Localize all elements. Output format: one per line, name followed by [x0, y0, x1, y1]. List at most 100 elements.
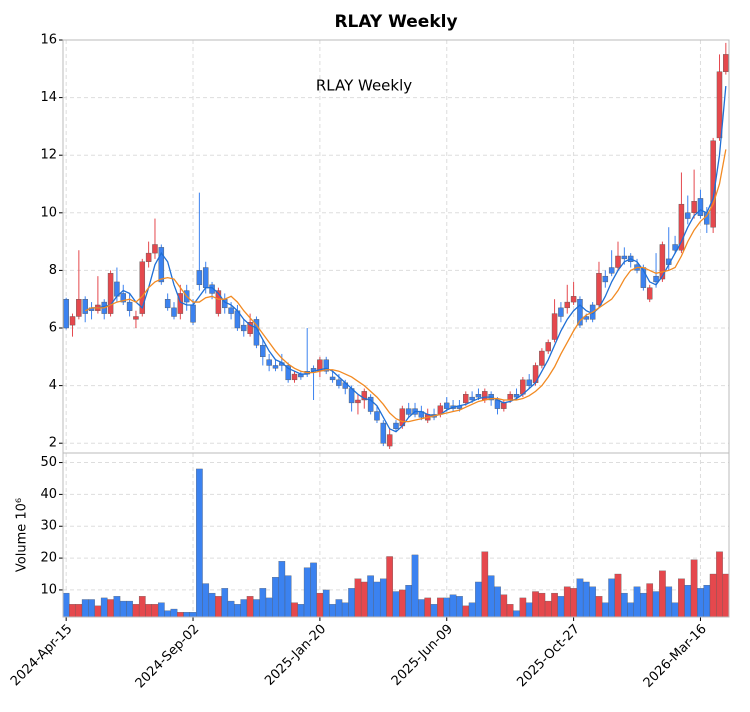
volume-bar	[411, 554, 419, 618]
moving-average	[84, 86, 727, 433]
volume-bar	[570, 588, 577, 618]
moving-average	[84, 149, 727, 423]
candle-body	[329, 376, 336, 381]
candle-body	[228, 307, 234, 314]
candle-body	[374, 411, 380, 421]
volume-bar	[303, 567, 311, 618]
volume-bar	[659, 570, 666, 618]
candle-body	[723, 54, 729, 72]
volume-bar	[189, 612, 197, 618]
volume-bar	[208, 592, 216, 618]
candle-body	[133, 316, 139, 320]
candle-body	[570, 296, 577, 303]
volume-bar	[69, 604, 76, 618]
candle-body	[545, 342, 551, 352]
volume-tick-label: 50	[40, 455, 57, 470]
candle-body	[602, 275, 609, 283]
volume-bar	[265, 597, 273, 618]
volume-bar	[608, 578, 615, 618]
volume-bar	[386, 556, 393, 618]
candle-body	[507, 394, 513, 401]
candle-body	[615, 255, 621, 268]
volume-bar	[589, 586, 596, 618]
volume-bar	[234, 604, 241, 618]
volume-bar	[690, 559, 698, 618]
candle-body	[260, 345, 266, 358]
volume-tick-label: 30	[40, 519, 57, 534]
candle-body	[475, 394, 482, 398]
x-tick-label: 2026-Mar-16	[641, 622, 710, 691]
candle-body	[444, 402, 450, 409]
volume-bar	[557, 596, 565, 618]
candle-body	[367, 396, 374, 412]
volume-bar	[418, 599, 425, 618]
candle-body	[126, 301, 133, 311]
volume-bar	[697, 588, 704, 618]
candle-body	[241, 324, 247, 332]
y-tick-label: 10	[40, 205, 57, 220]
candle-body	[653, 275, 659, 283]
candle-body	[659, 244, 666, 280]
candle-body	[266, 359, 272, 366]
volume-bar	[582, 581, 590, 618]
candle-body	[196, 270, 203, 286]
candle-body	[405, 408, 412, 415]
candle-body	[608, 267, 615, 274]
volume-bar	[196, 468, 203, 618]
candle-body	[120, 293, 126, 303]
volume-bar	[240, 599, 248, 618]
volume-bar	[525, 602, 533, 618]
candle-body	[336, 379, 342, 386]
volume-bar	[678, 578, 685, 618]
candle-body	[596, 273, 602, 306]
volume-bar	[335, 599, 343, 618]
volume-bar	[646, 583, 654, 618]
volume-bar	[113, 596, 121, 618]
volume-bar	[164, 610, 171, 618]
volume-bar	[481, 551, 489, 618]
candle-body	[139, 261, 146, 314]
chart-title: RLAY Weekly	[334, 12, 457, 32]
volume-bar	[506, 604, 514, 618]
volume-bar	[430, 604, 438, 618]
candle-body	[158, 247, 165, 283]
volume-bar	[138, 596, 146, 618]
candle-body	[291, 373, 298, 381]
volume-bar	[671, 602, 679, 618]
volume-bar	[62, 592, 70, 618]
y-tick-label: 16	[40, 33, 57, 48]
candle-body	[678, 203, 685, 251]
candle-body	[82, 299, 88, 314]
volume-bar	[354, 578, 362, 618]
volume-bar	[373, 581, 381, 618]
volume-bar	[640, 592, 647, 618]
candle-body	[685, 212, 691, 219]
volume-bar	[532, 591, 539, 618]
volume-bar	[544, 600, 552, 618]
volume-bar	[253, 599, 260, 618]
candle-body	[107, 273, 114, 314]
y-tick-label: 8	[49, 263, 57, 278]
price-frame	[62, 39, 730, 454]
candle-body	[69, 316, 76, 326]
volume-bar	[126, 600, 133, 618]
volume-bar	[614, 573, 622, 618]
volume-bar	[310, 562, 317, 618]
candle-body	[513, 394, 520, 398]
y-tick-label: 2	[49, 436, 57, 451]
candle-body	[272, 365, 279, 369]
volume-tick-label: 40	[40, 487, 57, 502]
candle-body	[145, 252, 152, 262]
volume-bar	[151, 604, 159, 618]
volume-bar	[709, 573, 717, 618]
volume-axis-label: Volume 10⁶	[15, 498, 30, 572]
volume-bar	[576, 578, 584, 618]
volume-bar	[272, 577, 279, 618]
candle-body	[482, 391, 488, 401]
candle-body	[285, 365, 291, 381]
volume-bar	[157, 602, 165, 618]
volume-bar	[316, 592, 324, 618]
candle-body	[564, 301, 570, 309]
candle-body	[355, 399, 361, 404]
volume-bar	[348, 588, 355, 618]
